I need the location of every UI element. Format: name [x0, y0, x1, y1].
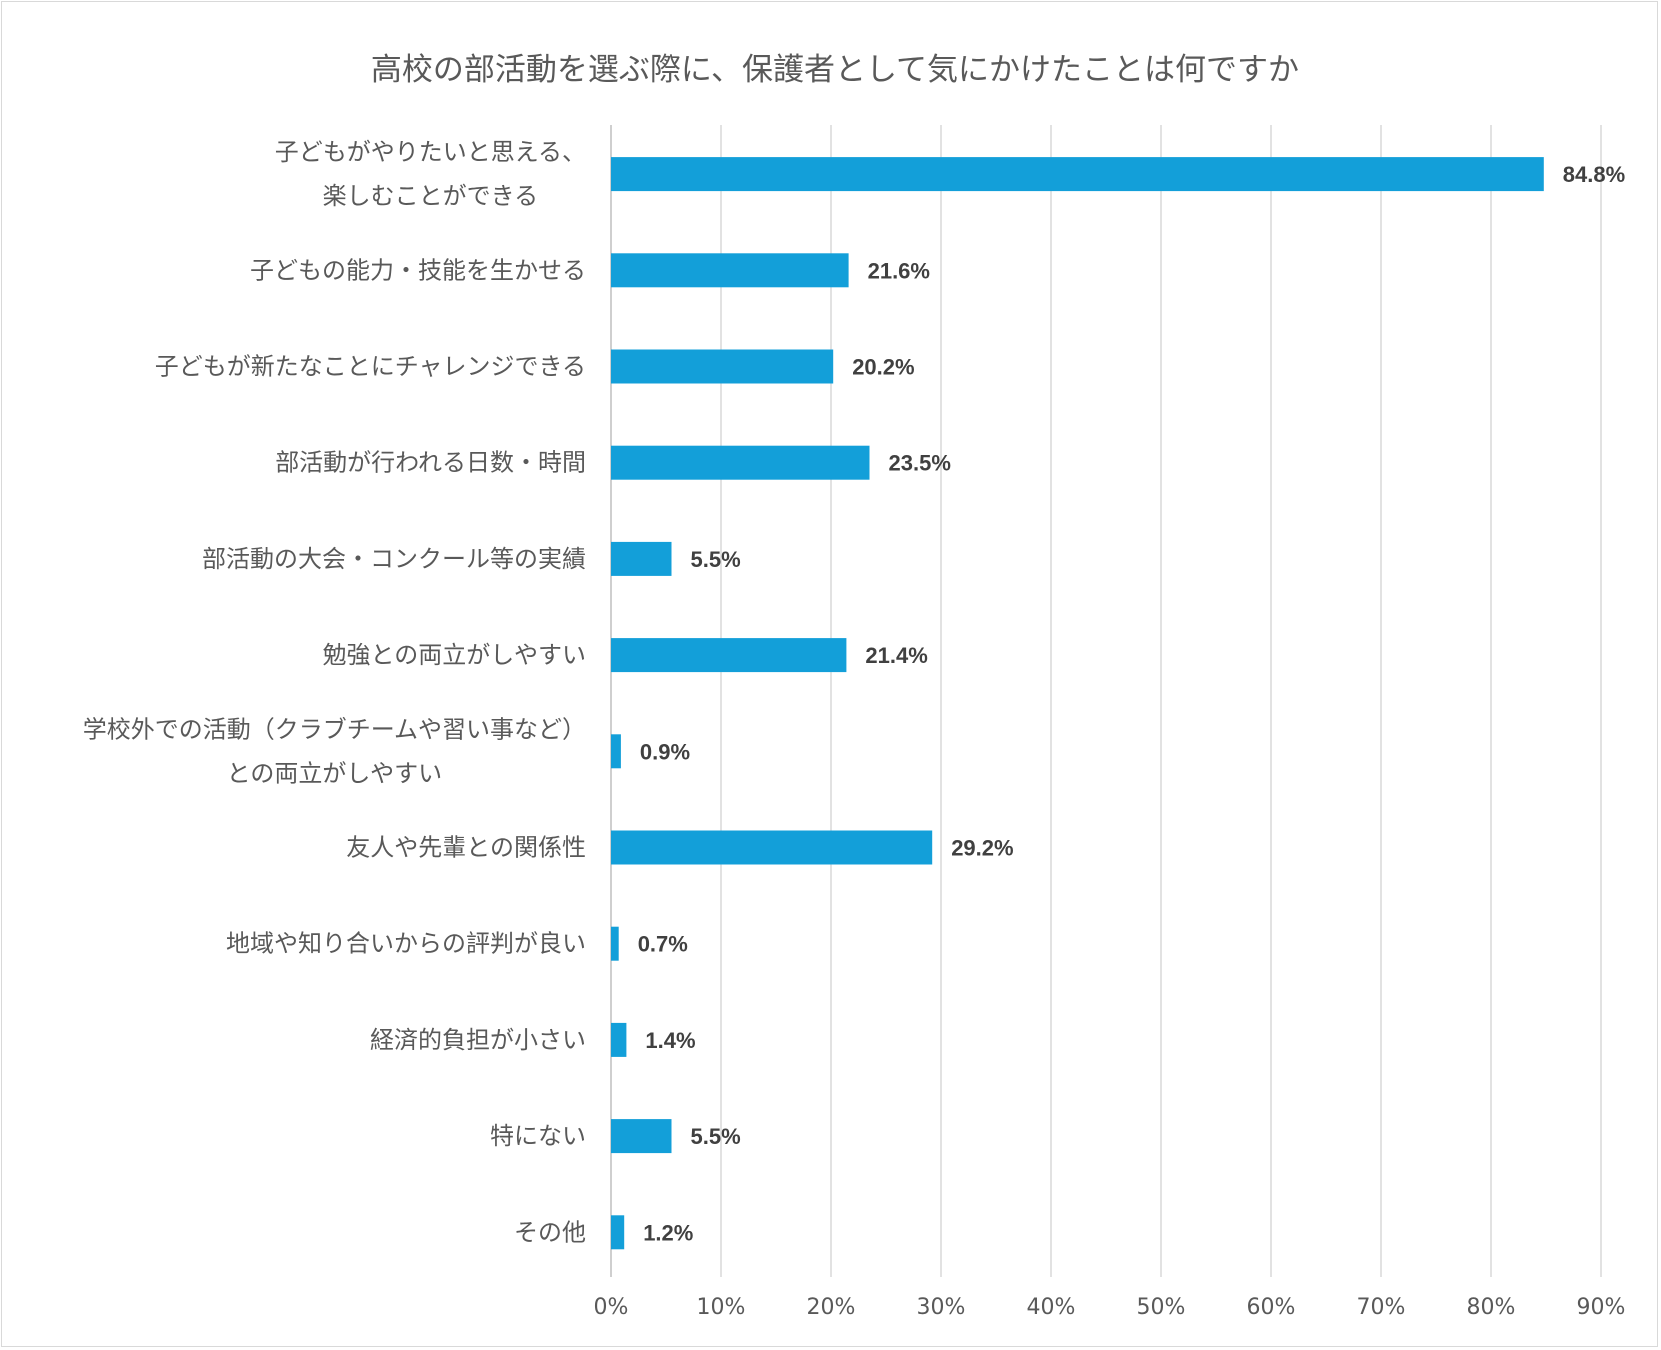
x-tick-label: 0% — [594, 1295, 629, 1320]
data-label: 20.2% — [852, 355, 914, 380]
x-tick-label: 70% — [1357, 1295, 1406, 1320]
bar — [611, 734, 621, 769]
bars — [611, 157, 1544, 1250]
data-label: 1.2% — [643, 1220, 693, 1245]
bar — [611, 349, 834, 384]
bar — [611, 830, 933, 865]
x-tick-label: 10% — [697, 1295, 746, 1320]
data-label: 5.5% — [691, 1124, 741, 1149]
bar — [611, 157, 1544, 192]
x-tick-label: 90% — [1577, 1295, 1626, 1320]
value-labels: 84.8% 21.6% 20.2% 23.5% 5.5% 21.4% 0.9% 29.2% 0.… — [638, 162, 1625, 1245]
x-axis-tick-labels: 0% 10% 20% 30% 40% 50% 60% 70% 80% 90% — [594, 1295, 1626, 1320]
data-label: 1.4% — [645, 1028, 695, 1053]
bar — [611, 253, 849, 288]
bar — [611, 926, 619, 961]
category-label: 部活動の大会・コンクール等の実績 — [202, 545, 586, 573]
category-labels: 子どもがやりたいと思える、楽しむことができる子どもの能力・技能を生かせる子どもが… — [83, 138, 586, 1246]
bar — [611, 1022, 627, 1057]
category-label: 学校外での活動（クラブチームや習い事など） — [83, 715, 586, 743]
category-label: その他 — [514, 1218, 586, 1246]
x-tick-label: 60% — [1247, 1295, 1296, 1320]
category-label: 子どもが新たなことにチャレンジできる — [155, 353, 586, 381]
bar — [611, 638, 847, 673]
x-tick-label: 30% — [917, 1295, 966, 1320]
data-label: 21.6% — [868, 258, 930, 283]
bar — [611, 445, 870, 480]
category-label: 友人や先輩との関係性 — [346, 834, 586, 862]
x-tick-label: 20% — [807, 1295, 856, 1320]
data-label: 23.5% — [889, 451, 951, 476]
data-label: 21.4% — [865, 643, 927, 668]
x-tick-label: 50% — [1137, 1295, 1186, 1320]
category-label: 部活動が行われる日数・時間 — [275, 449, 586, 477]
bar — [611, 541, 672, 576]
category-label: 経済的負担が小さい — [370, 1026, 586, 1054]
category-label: 地域や知り合いからの評判が良い — [226, 930, 586, 958]
x-tick-label: 40% — [1027, 1295, 1076, 1320]
data-label: 29.2% — [951, 836, 1013, 861]
data-label: 0.7% — [638, 932, 688, 957]
x-tick-label: 80% — [1467, 1295, 1516, 1320]
chart-title: 高校の部活動を選ぶ際に、保護者として気にかけたことは何ですか — [371, 52, 1299, 88]
gridlines — [610, 125, 1602, 1277]
data-label: 0.9% — [640, 739, 690, 764]
data-label: 5.5% — [691, 547, 741, 572]
bar — [611, 1119, 672, 1154]
data-label: 84.8% — [1563, 162, 1625, 187]
category-label: 楽しむことができる — [323, 182, 539, 210]
category-label: 特にない — [490, 1122, 586, 1150]
bar — [611, 1215, 625, 1250]
category-label: 子どもの能力・技能を生かせる — [250, 256, 586, 284]
category-label: 勉強との両立がしやすい — [322, 641, 586, 669]
category-label: 子どもがやりたいと思える、 — [275, 138, 586, 166]
category-label: との両立がしやすい — [227, 759, 443, 787]
